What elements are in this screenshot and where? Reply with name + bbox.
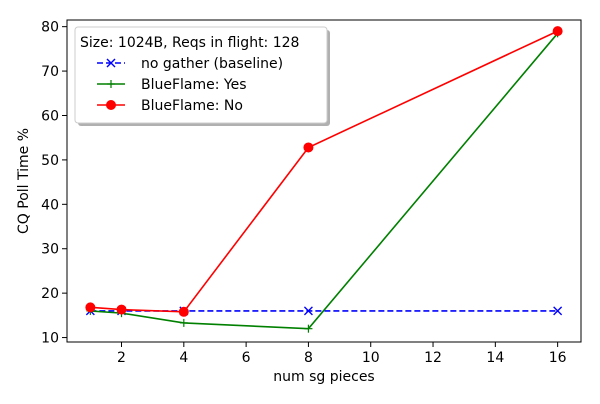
y-tick-label: 50 (41, 153, 59, 169)
data-point (178, 306, 189, 317)
y-tick-label: 70 (41, 64, 59, 80)
y-tick-label: 30 (41, 242, 59, 258)
x-tick-label: 16 (549, 350, 567, 366)
y-tick-label: 60 (41, 108, 59, 124)
legend-marker (107, 80, 115, 88)
x-axis-label: num sg pieces (273, 369, 374, 385)
y-tick-label: 10 (41, 331, 59, 347)
y-tick-label: 80 (41, 20, 59, 36)
data-point (85, 302, 96, 313)
x-tick-label: 10 (362, 350, 380, 366)
data-point (303, 142, 314, 153)
data-point (552, 26, 563, 37)
legend: Size: 1024B, Reqs in flight: 128 no gathe… (74, 26, 330, 126)
legend-label: BlueFlame: Yes (141, 77, 247, 93)
y-tick-label: 20 (41, 286, 59, 302)
data-point (179, 318, 188, 327)
x-tick-label: 14 (486, 350, 504, 366)
legend-entry: BlueFlame: Yes (97, 77, 247, 93)
legend-title: Size: 1024B, Reqs in flight: 128 (80, 35, 299, 51)
plot-area: 2 4 6 8 10 12 14 16 10 20 30 40 50 60 70 80 (41, 19, 582, 366)
x-tick-label: 8 (304, 350, 313, 366)
data-point (116, 304, 127, 315)
data-point (304, 324, 313, 333)
legend-marker (106, 100, 116, 110)
x-tick-label: 12 (424, 350, 442, 366)
y-axis-label: CQ Poll Time % (16, 128, 32, 234)
y-tick-label: 40 (41, 197, 59, 213)
series-2 (85, 26, 563, 317)
legend-label: no gather (baseline) (141, 56, 283, 72)
legend-entry: no gather (baseline) (97, 56, 283, 72)
plot-frame (66, 19, 582, 343)
x-tick-label: 2 (117, 350, 126, 366)
data-point (303, 306, 313, 316)
data-point (553, 306, 563, 316)
x-tick-label: 4 (179, 350, 188, 366)
legend-box (74, 26, 328, 124)
legend-label: BlueFlame: No (141, 98, 243, 114)
x-tick-label: 6 (242, 350, 251, 366)
legend-marker (106, 58, 116, 68)
legend-entry: BlueFlame: No (97, 98, 243, 114)
